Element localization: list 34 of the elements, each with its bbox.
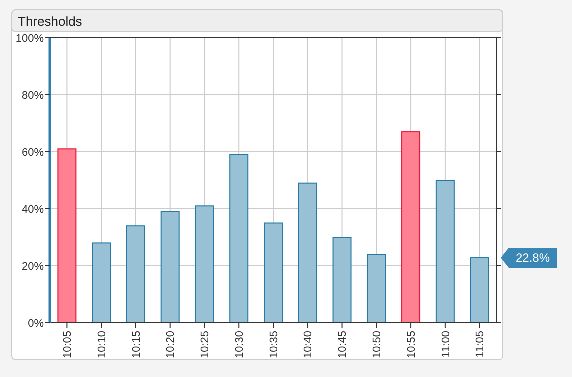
x-tick-label: 10:50 bbox=[372, 331, 384, 359]
bar bbox=[126, 226, 146, 324]
x-tick-label: 10:05 bbox=[62, 331, 74, 359]
x-tick-label: 11:05 bbox=[474, 331, 487, 358]
x-tick-label: 10:30 bbox=[234, 331, 246, 359]
y-tick-label: 60% bbox=[22, 146, 44, 159]
bar bbox=[92, 242, 112, 324]
y-tick-label: 20% bbox=[22, 260, 44, 273]
bar bbox=[298, 182, 318, 324]
x-tick-label: 10:20 bbox=[165, 331, 178, 359]
bar bbox=[195, 206, 214, 324]
bar bbox=[470, 258, 490, 324]
bar bbox=[264, 222, 283, 324]
bar bbox=[367, 254, 386, 324]
x-tick-label: 10:25 bbox=[200, 331, 212, 359]
text: 22.8% bbox=[516, 251, 550, 266]
bar bbox=[332, 237, 352, 324]
bar bbox=[160, 211, 180, 324]
chart-title: Thresholds bbox=[18, 14, 83, 29]
y-tick-label: 0% bbox=[28, 318, 44, 330]
x-tick-label: 10:15 bbox=[130, 331, 143, 359]
x-tick-label: 10:55 bbox=[406, 331, 418, 359]
x-tick-label: 10:35 bbox=[268, 331, 280, 359]
x-tick-label: 11:00 bbox=[440, 331, 452, 358]
bar bbox=[402, 132, 421, 324]
bar bbox=[230, 154, 249, 324]
y-tick-label: 40% bbox=[22, 204, 44, 216]
x-tick-label: 10:10 bbox=[96, 331, 108, 359]
x-tick-label: 10:40 bbox=[302, 331, 315, 359]
bar bbox=[436, 180, 455, 324]
x-tick-label: 10:45 bbox=[337, 331, 350, 359]
y-tick-label: 100% bbox=[16, 32, 44, 45]
bar bbox=[58, 148, 77, 324]
y-tick-label: 80% bbox=[22, 90, 44, 102]
